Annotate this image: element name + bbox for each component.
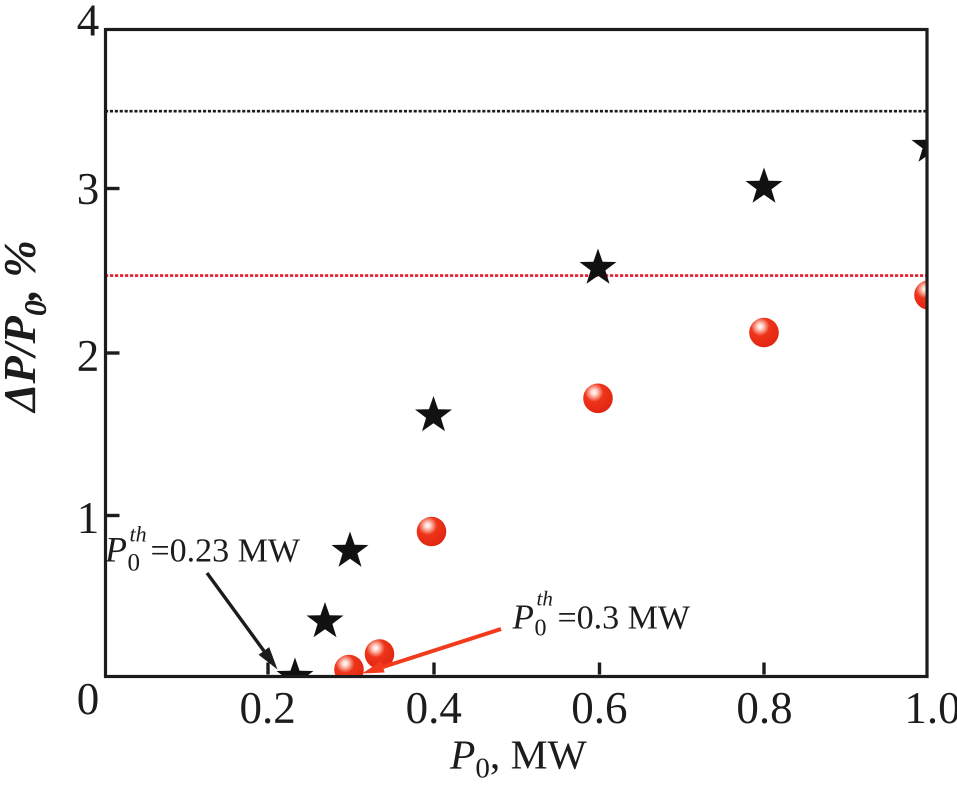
svg-text:ΔP/P0, %: ΔP/P0, %: [0, 240, 53, 414]
svg-text:0.8: 0.8: [736, 683, 792, 733]
svg-text:=0.23 MW: =0.23 MW: [151, 533, 301, 570]
svg-text:0.4: 0.4: [406, 683, 462, 733]
svg-text:0: 0: [128, 550, 141, 577]
svg-text:th: th: [537, 587, 553, 611]
svg-text:0: 0: [535, 616, 547, 642]
svg-text:0: 0: [77, 674, 100, 724]
svg-text:P: P: [512, 598, 534, 637]
svg-text:1.0: 1.0: [904, 683, 957, 733]
svg-text:4: 4: [77, 0, 100, 46]
svg-text:1: 1: [77, 493, 100, 543]
svg-text:3: 3: [77, 164, 100, 214]
svg-text:2: 2: [77, 331, 100, 381]
svg-text:=0.3 MW: =0.3 MW: [558, 600, 691, 637]
svg-text:0.2: 0.2: [239, 683, 295, 733]
svg-text:th: th: [130, 522, 147, 547]
svg-text:0.6: 0.6: [571, 683, 627, 733]
svg-text:P0, MW: P0, MW: [449, 732, 588, 785]
svg-text:P: P: [104, 530, 127, 570]
